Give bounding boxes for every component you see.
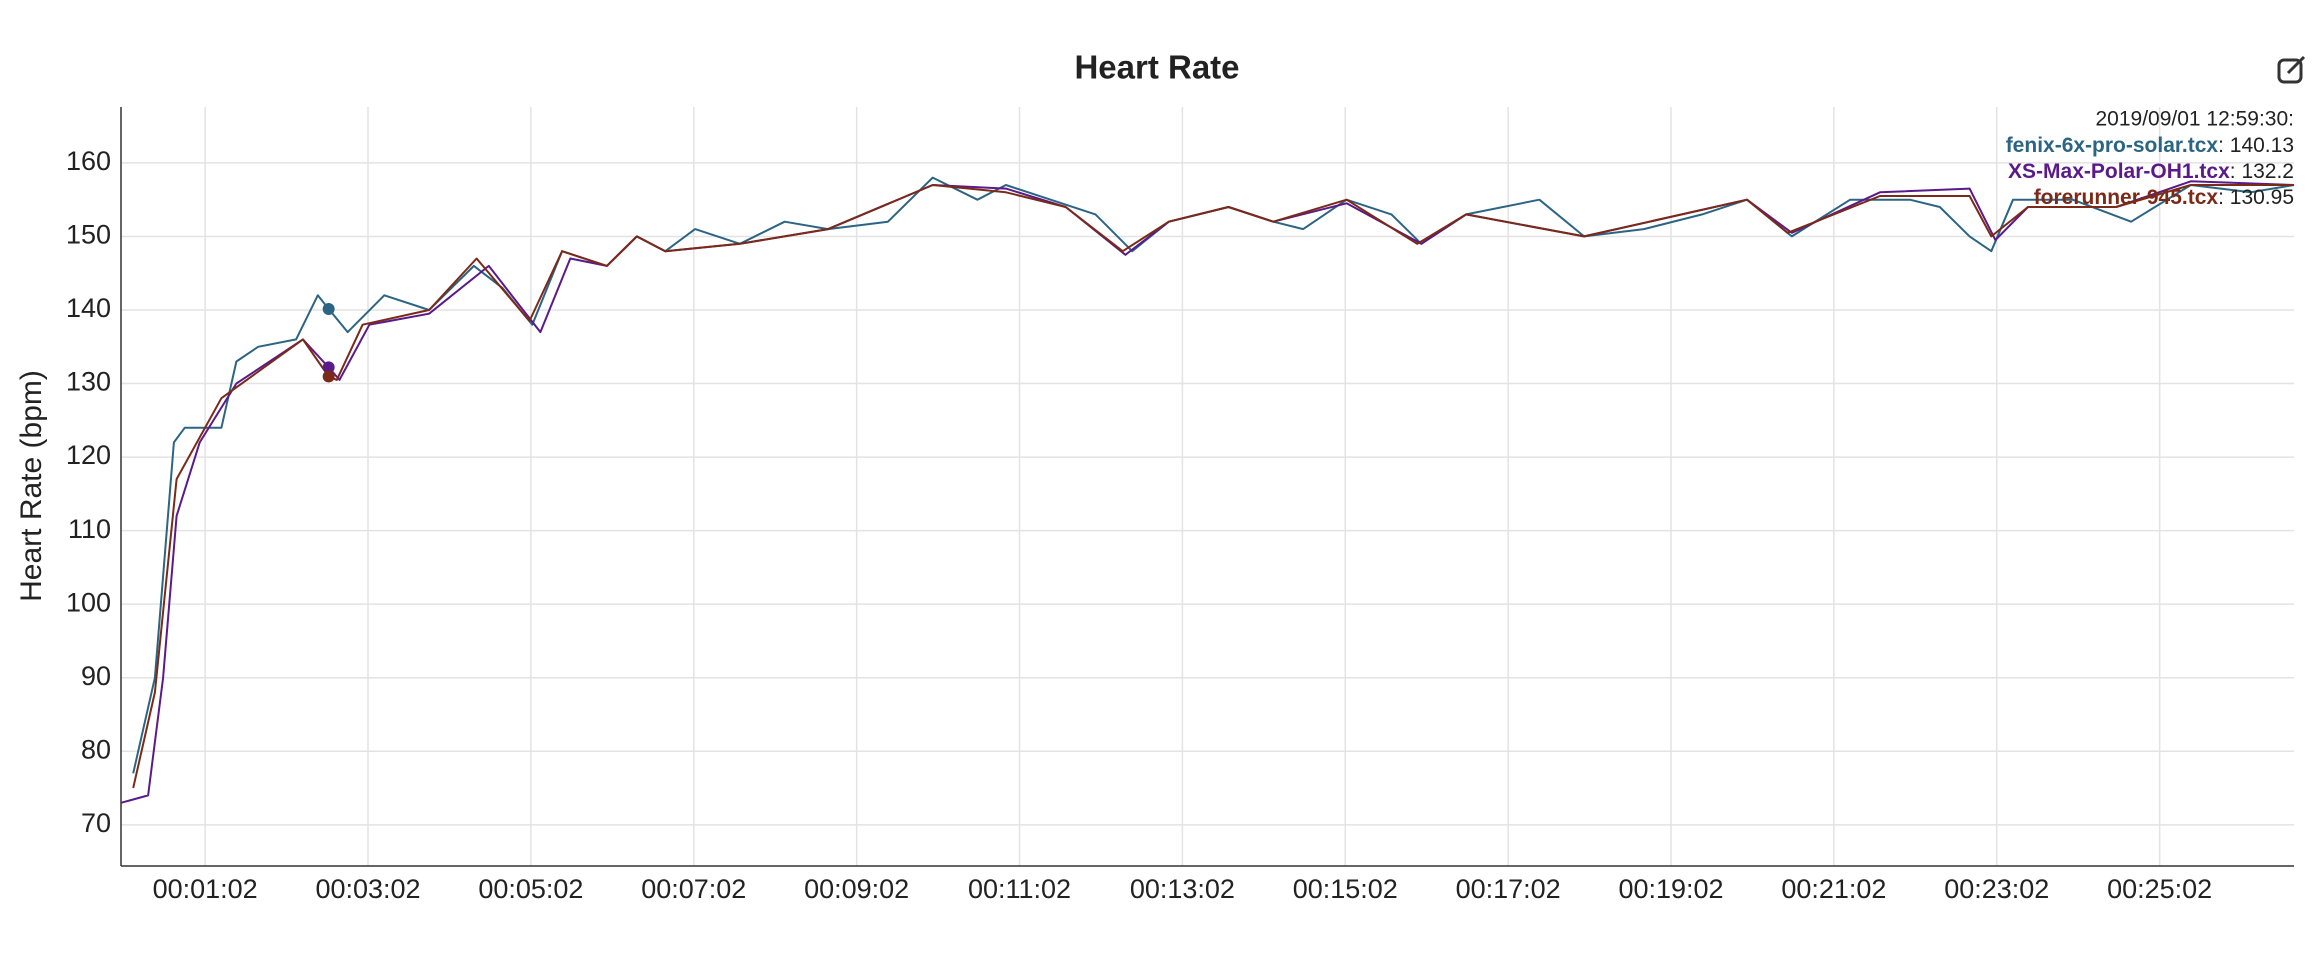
x-tick-label: 00:05:02 <box>478 874 583 904</box>
separator: : <box>2230 160 2242 183</box>
separator: : <box>2218 186 2230 209</box>
hover-dot <box>322 361 335 374</box>
tooltip-time: 2019/09/01 12:59:30: <box>2095 108 2294 131</box>
series-line <box>132 176 2295 774</box>
tooltip-value: 130.95 <box>2230 186 2294 209</box>
separator: : <box>2218 134 2230 157</box>
x-tick-label: 00:15:02 <box>1293 874 1398 904</box>
legend-name: XS-Max-Polar-OH1.tcx <box>2008 160 2230 183</box>
x-tick-label: 00:07:02 <box>641 874 746 904</box>
y-tick-label: 90 <box>81 661 111 691</box>
y-tick-label: 70 <box>81 808 111 838</box>
x-tick-label: 00:11:02 <box>968 874 1071 904</box>
x-tick-label: 00:03:02 <box>315 874 420 904</box>
series-line <box>132 184 2294 789</box>
tooltip-entry: XS-Max-Polar-OH1.tcx: 132.2 <box>2008 160 2294 183</box>
tooltip-entry: fenix-6x-pro-solar.tcx: 140.13 <box>2006 134 2294 157</box>
hover-dot <box>322 303 335 316</box>
y-tick-label: 150 <box>66 220 111 250</box>
tooltip-value: 140.13 <box>2230 134 2294 157</box>
y-tick-label: 140 <box>66 293 111 323</box>
x-tick-label: 00:17:02 <box>1456 874 1561 904</box>
y-tick-label: 100 <box>66 587 111 617</box>
y-tick-label: 80 <box>81 734 111 764</box>
x-tick-label: 00:21:02 <box>1781 874 1886 904</box>
x-tick-label: 00:19:02 <box>1618 874 1723 904</box>
legend-name: forerunner-945.tcx <box>2034 186 2219 209</box>
x-tick-label: 00:13:02 <box>1130 874 1235 904</box>
y-tick-label: 120 <box>66 440 111 470</box>
x-tick-label: 00:09:02 <box>804 874 909 904</box>
y-tick-label: 130 <box>66 367 111 397</box>
y-axis-label: Heart Rate (bpm) <box>15 370 48 602</box>
tooltip-entry: forerunner-945.tcx: 130.95 <box>2034 186 2294 209</box>
y-tick-label: 160 <box>66 146 111 176</box>
x-tick-label: 00:01:02 <box>153 874 258 904</box>
tooltip-value: 132.2 <box>2241 160 2294 183</box>
y-tick-label: 110 <box>68 514 111 544</box>
x-tick-label: 00:25:02 <box>2107 874 2212 904</box>
edit-icon[interactable] <box>2277 55 2306 84</box>
x-tick-label: 00:23:02 <box>1944 874 2049 904</box>
series-line <box>120 180 2295 804</box>
legend-name: fenix-6x-pro-solar.tcx <box>2006 134 2219 157</box>
hover-dot <box>322 370 335 383</box>
chart-title: Heart Rate <box>1074 49 1239 86</box>
